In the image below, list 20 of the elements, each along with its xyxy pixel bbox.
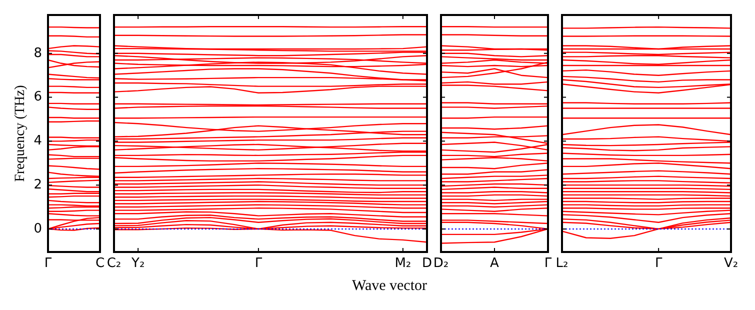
x-tick-label: A	[490, 256, 500, 272]
x-axis-title: Wave vector	[351, 278, 428, 295]
y-tick-label: 0	[34, 221, 42, 236]
x-tick-label: V₂	[724, 256, 738, 272]
x-tick-label: Γ	[544, 256, 552, 272]
x-tick-label: L₂	[556, 256, 568, 272]
x-tick-label: M₂	[394, 256, 412, 272]
x-tick-label: C	[95, 256, 105, 272]
x-tick-label: D₂	[433, 256, 449, 272]
x-tick-label: Γ	[254, 256, 263, 272]
y-tick-label: 6	[34, 90, 42, 105]
y-tick-label: 4	[34, 134, 42, 149]
y-tick-label: 2	[34, 177, 42, 192]
x-tick-label: Γ	[44, 256, 52, 272]
y-tick-label: 8	[34, 46, 42, 61]
x-tick-label: D	[422, 256, 432, 272]
x-tick-label: C₂	[106, 256, 122, 272]
x-tick-label: Γ	[654, 256, 663, 272]
x-tick-label: Y₂	[130, 256, 145, 272]
y-axis-title: Frequency (THz)	[13, 84, 28, 182]
